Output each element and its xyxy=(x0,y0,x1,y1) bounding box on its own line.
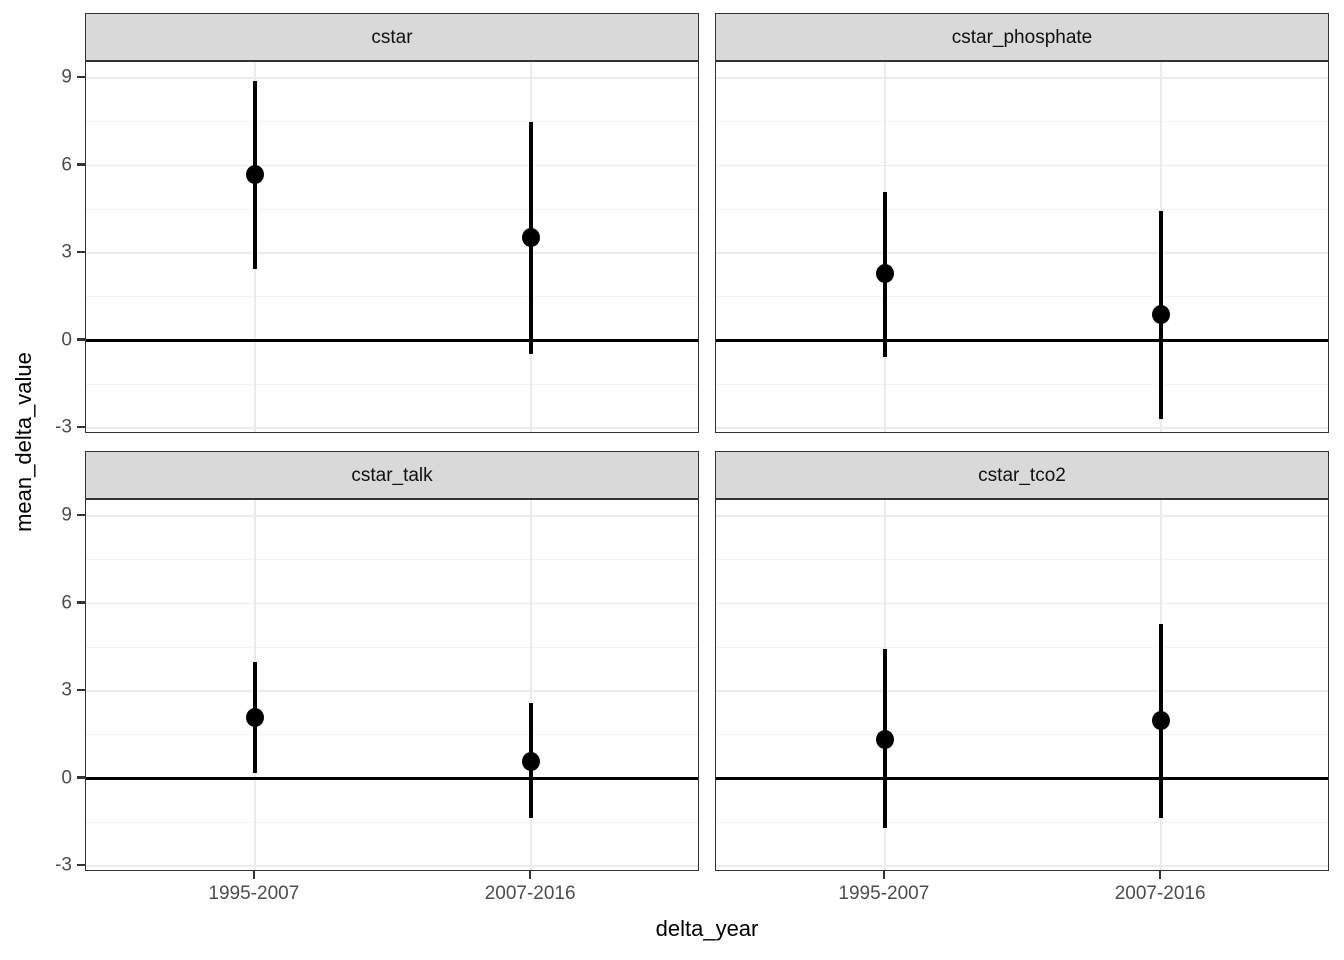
x-tick-label: 1995-2007 xyxy=(838,883,930,904)
y-tick-label: -3 xyxy=(55,416,72,438)
zero-reference-line xyxy=(716,339,1328,342)
point-estimate-dot xyxy=(522,751,541,771)
y-axis-tick xyxy=(77,513,85,517)
major-gridline xyxy=(716,515,1328,517)
y-tick-label: 0 xyxy=(61,329,72,351)
point-estimate-dot xyxy=(522,227,541,247)
y-tick-label: 6 xyxy=(61,592,72,614)
major-gridline xyxy=(716,427,1328,429)
major-gridline xyxy=(716,164,1328,167)
x-tick-label: 2007-2016 xyxy=(1114,883,1206,904)
facet-strip: cstar xyxy=(85,13,699,61)
x-tick-label: 1995-2007 xyxy=(208,883,300,904)
major-gridline xyxy=(86,164,698,167)
facet-strip-label: cstar_tco2 xyxy=(978,464,1066,486)
point-estimate-dot xyxy=(245,164,264,184)
vertical-gridline xyxy=(530,500,532,870)
minor-gridline xyxy=(86,296,698,298)
y-axis-tick xyxy=(77,338,85,341)
y-tick-label: 3 xyxy=(61,241,72,263)
y-tick-label: 9 xyxy=(61,504,72,526)
facet-panel xyxy=(85,499,699,871)
x-axis-tick xyxy=(882,871,886,879)
y-axis-tick xyxy=(77,863,85,867)
point-estimate-dot xyxy=(875,264,894,284)
x-axis-title: delta_year xyxy=(655,916,759,941)
facet-panel xyxy=(715,61,1329,433)
major-gridline xyxy=(716,602,1328,605)
facet-strip: cstar_tco2 xyxy=(715,451,1329,499)
point-estimate-dot xyxy=(245,707,264,727)
facet-strip-label: cstar_talk xyxy=(351,464,433,486)
point-estimate-dot xyxy=(875,729,894,749)
y-axis-tick xyxy=(77,776,85,779)
major-gridline xyxy=(716,252,1328,254)
zero-reference-line xyxy=(86,339,698,342)
point-estimate-dot xyxy=(1152,710,1171,730)
major-gridline xyxy=(86,602,698,605)
major-gridline xyxy=(716,690,1328,692)
minor-gridline xyxy=(716,296,1328,298)
x-axis-tick xyxy=(252,871,256,879)
y-tick-label: -3 xyxy=(55,854,72,876)
major-gridline xyxy=(86,427,698,429)
point-estimate-dot xyxy=(1152,304,1171,324)
minor-gridline xyxy=(86,559,698,561)
minor-gridline xyxy=(86,646,698,648)
major-gridline xyxy=(86,515,698,517)
facet-strip-label: cstar xyxy=(371,26,413,48)
x-axis-tick xyxy=(1158,871,1162,879)
y-axis-tick xyxy=(77,250,85,254)
minor-gridline xyxy=(716,734,1328,736)
facet-panel xyxy=(715,499,1329,871)
y-axis-tick xyxy=(77,163,85,166)
minor-gridline xyxy=(716,559,1328,561)
y-tick-label: 9 xyxy=(61,66,72,88)
y-axis-tick xyxy=(77,688,85,692)
minor-gridline xyxy=(86,821,698,823)
minor-gridline xyxy=(86,383,698,385)
y-tick-label: 6 xyxy=(61,154,72,176)
major-gridline xyxy=(716,865,1328,867)
y-axis-tick xyxy=(77,425,85,429)
facet-strip-label: cstar_phosphate xyxy=(951,26,1093,48)
x-axis-tick xyxy=(528,871,532,879)
zero-reference-line xyxy=(86,777,698,780)
minor-gridline xyxy=(716,821,1328,823)
facet-strip: cstar_talk xyxy=(85,451,699,499)
facet-strip: cstar_phosphate xyxy=(715,13,1329,61)
y-tick-label: 3 xyxy=(61,679,72,701)
minor-gridline xyxy=(86,121,698,123)
major-gridline xyxy=(86,252,698,254)
minor-gridline xyxy=(86,734,698,736)
facet-panel xyxy=(85,61,699,433)
zero-reference-line xyxy=(716,777,1328,780)
minor-gridline xyxy=(716,208,1328,210)
y-axis-tick xyxy=(77,601,85,604)
y-axis-tick xyxy=(77,75,85,79)
major-gridline xyxy=(86,77,698,79)
y-tick-label: 0 xyxy=(61,767,72,789)
major-gridline xyxy=(86,690,698,692)
minor-gridline xyxy=(716,383,1328,385)
minor-gridline xyxy=(86,208,698,210)
minor-gridline xyxy=(716,121,1328,123)
major-gridline xyxy=(86,865,698,867)
major-gridline xyxy=(716,77,1328,79)
x-tick-label: 2007-2016 xyxy=(484,883,576,904)
minor-gridline xyxy=(716,646,1328,648)
